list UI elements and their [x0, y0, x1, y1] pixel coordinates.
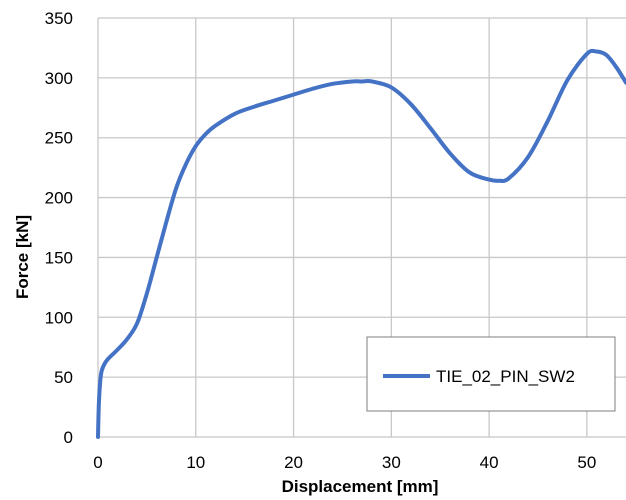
x-tick-label: 20 — [284, 453, 303, 472]
x-axis-title: Displacement [mm] — [282, 477, 439, 496]
y-axis-title: Force [kN] — [13, 215, 32, 299]
y-tick-label: 350 — [45, 9, 73, 28]
legend-series-label: TIE_02_PIN_SW2 — [436, 367, 575, 386]
y-tick-labels: 0 50 100 150 200 250 300 350 — [45, 9, 73, 447]
x-tick-labels: 0 10 20 30 40 50 — [93, 453, 596, 472]
y-tick-label: 150 — [45, 248, 73, 267]
series-line — [96, 48, 626, 439]
y-tick-label: 250 — [45, 129, 73, 148]
y-tick-label: 200 — [45, 189, 73, 208]
y-tick-label: 50 — [54, 368, 73, 387]
legend: TIE_02_PIN_SW2 — [366, 336, 616, 412]
x-tick-label: 40 — [480, 453, 499, 472]
x-tick-label: 50 — [577, 453, 596, 472]
y-tick-label: 100 — [45, 308, 73, 327]
x-tick-label: 30 — [382, 453, 401, 472]
y-tick-label: 300 — [45, 69, 73, 88]
y-tick-label: 0 — [64, 428, 73, 447]
x-tick-label: 10 — [186, 453, 205, 472]
x-tick-label: 0 — [93, 453, 102, 472]
series-layer — [96, 48, 626, 439]
